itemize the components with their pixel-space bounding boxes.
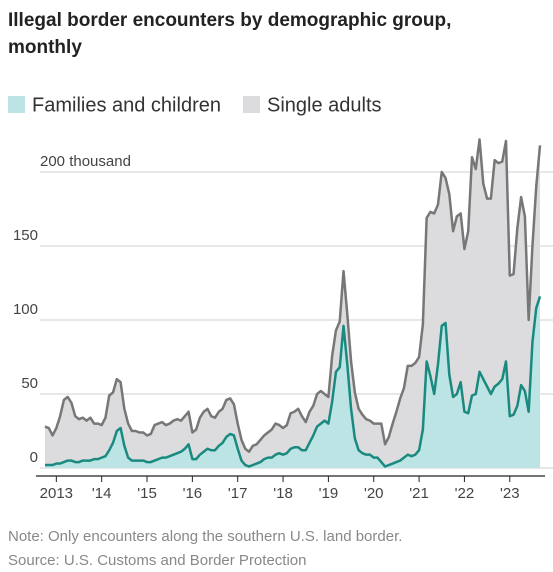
y-tick-label: 0 — [30, 449, 38, 466]
legend-label: Families and children — [32, 94, 221, 116]
x-tick-label: '14 — [92, 485, 112, 502]
y-tick-label: 150 — [13, 227, 38, 244]
legend-swatch — [8, 96, 25, 113]
note: Note: Only encounters along the southern… — [8, 528, 402, 545]
x-tick-label: '21 — [409, 485, 429, 502]
x-tick-label: '20 — [364, 485, 384, 502]
line — [45, 295, 542, 468]
chart-title: monthly — [8, 37, 82, 58]
area — [45, 139, 540, 467]
x-tick-label: '16 — [183, 485, 203, 502]
line — [44, 138, 542, 453]
x-tick-label: '19 — [319, 485, 339, 502]
legend-label: Single adults — [267, 94, 382, 116]
area — [45, 296, 540, 468]
y-tick-label: 100 — [13, 301, 38, 318]
legend-swatch — [242, 96, 260, 113]
x-tick-label: '15 — [137, 485, 157, 502]
x-tick-label: '17 — [228, 485, 248, 502]
x-tick-label: '18 — [273, 485, 293, 502]
x-tick-label: 2013 — [40, 485, 73, 502]
x-tick-label: '23 — [500, 485, 520, 502]
x-tick-label: '22 — [455, 485, 475, 502]
y-tick-label: 200 thousand — [40, 153, 131, 170]
chart-title: Illegal border encounters by demographic… — [8, 10, 451, 31]
y-tick-label: 50 — [21, 375, 38, 392]
source: Source: U.S. Customs and Border Protecti… — [8, 552, 306, 569]
